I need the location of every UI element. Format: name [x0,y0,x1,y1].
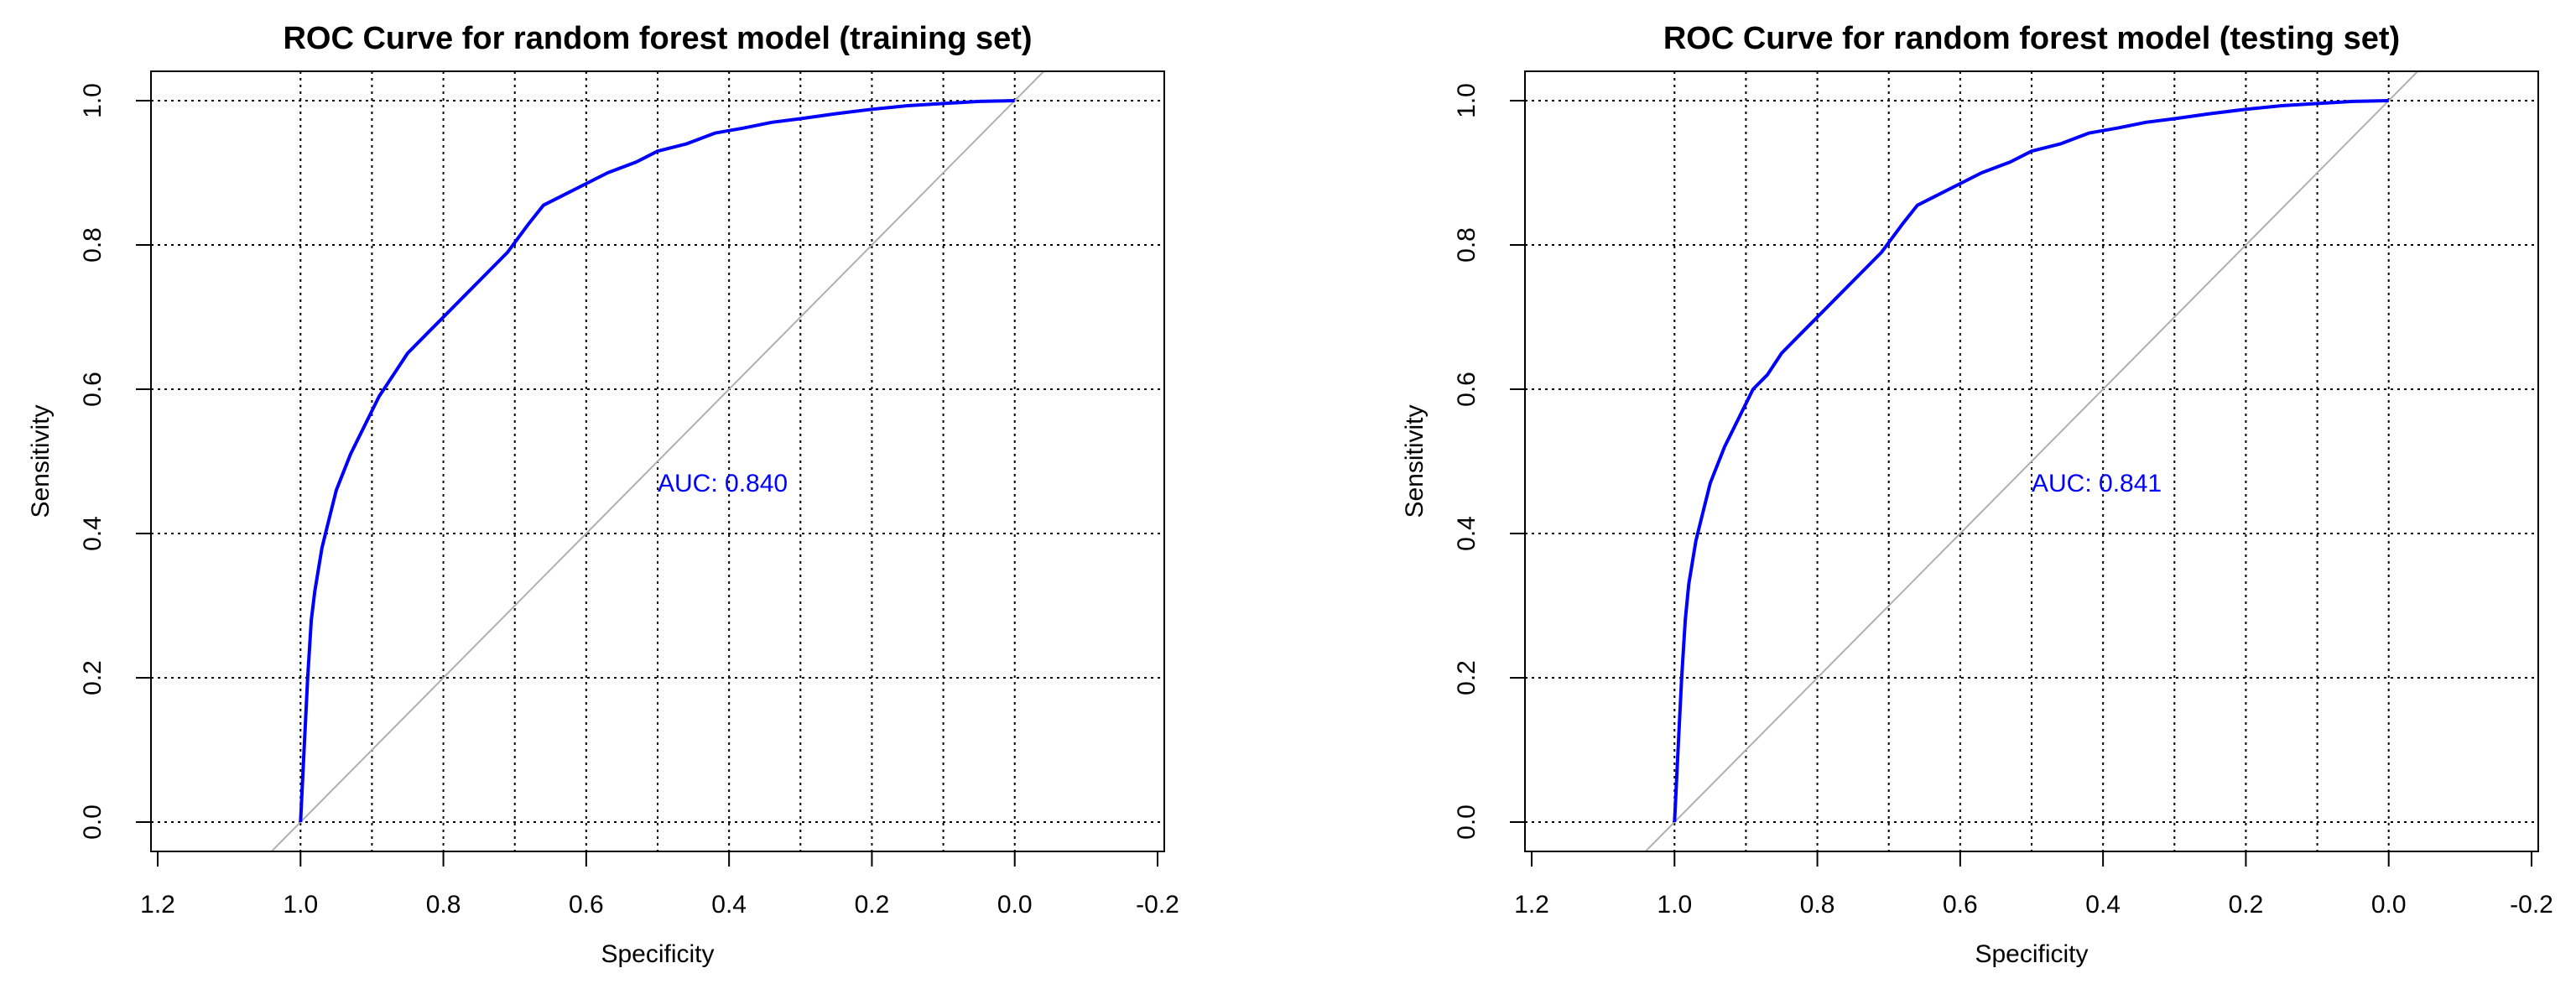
y-tick-label: 0.4 [79,516,107,551]
x-tick-label: 0.6 [569,891,604,919]
roc-curve-line [1673,99,2389,823]
roc-curve-line [299,99,1015,823]
y-tick-label: 0.8 [79,227,107,263]
x-tick-label: 1.0 [283,891,318,919]
y-tick-label: 0.8 [1453,227,1481,263]
x-tick-label: 0.0 [2371,891,2407,919]
x-tick-label: 0.8 [426,891,461,919]
x-tick-label: 0.4 [711,891,747,919]
y-tick-label: 0.0 [1453,804,1481,840]
y-tick-label: 0.6 [79,372,107,407]
x-tick-label: 0.2 [2229,891,2264,919]
x-tick-label: 1.2 [1514,891,1549,919]
x-tick-label: 0.0 [997,891,1033,919]
diagonal-reference-line [270,71,1045,851]
chart-title: ROC Curve for random forest model (testi… [1663,21,2400,56]
x-axis-label: Specificity [601,940,714,968]
auc-label: AUC: 0.841 [2032,470,2162,497]
y-tick-label: 1.0 [79,83,107,118]
x-axis: 1.2 1.0 0.8 0.6 0.4 0.2 0.0 -0.2 [140,851,1179,919]
x-tick-label: 1.0 [1657,891,1692,919]
y-axis-label: Sensitivity [27,404,55,518]
x-axis: 1.2 1.0 0.8 0.6 0.4 0.2 0.0 -0.2 [1514,851,2553,919]
y-axis: 0.0 0.2 0.4 0.6 0.8 1.0 [1453,83,1525,840]
x-tick-label: 0.4 [2085,891,2121,919]
x-axis-label: Specificity [1975,940,2088,968]
auc-label: AUC: 0.840 [658,470,788,497]
x-tick-label: 1.2 [140,891,175,919]
roc-panel-2: 1.2 1.0 0.8 0.6 0.4 0.2 0.0 -0.2 0.0 0.2 0.4 0.6 0.8… [1401,21,2553,968]
plot-frame [1524,70,2539,852]
y-axis-label: Sensitivity [1401,404,1429,518]
y-tick-label: 0.4 [1453,516,1481,551]
y-tick-label: 0.2 [79,660,107,695]
x-tick-label: -0.2 [2510,891,2553,919]
plot-frame [150,70,1165,852]
chart-title: ROC Curve for random forest model (train… [283,21,1032,56]
y-tick-label: 0.6 [1453,372,1481,407]
y-axis: 0.0 0.2 0.4 0.6 0.8 1.0 [79,83,151,840]
grid [151,71,1164,851]
y-tick-label: 1.0 [1453,83,1481,118]
roc-panel-1: 1.2 1.0 0.8 0.6 0.4 0.2 0.0 -0.2 0.0 0.2 0.4 0.6 0.8… [27,21,1179,968]
x-tick-label: -0.2 [1136,891,1179,919]
x-tick-label: 0.6 [1943,891,1978,919]
y-tick-label: 0.2 [1453,660,1481,695]
diagonal-reference-line [1644,71,2419,851]
x-tick-label: 0.2 [855,891,890,919]
y-tick-label: 0.0 [79,804,107,840]
x-tick-label: 0.8 [1800,891,1835,919]
